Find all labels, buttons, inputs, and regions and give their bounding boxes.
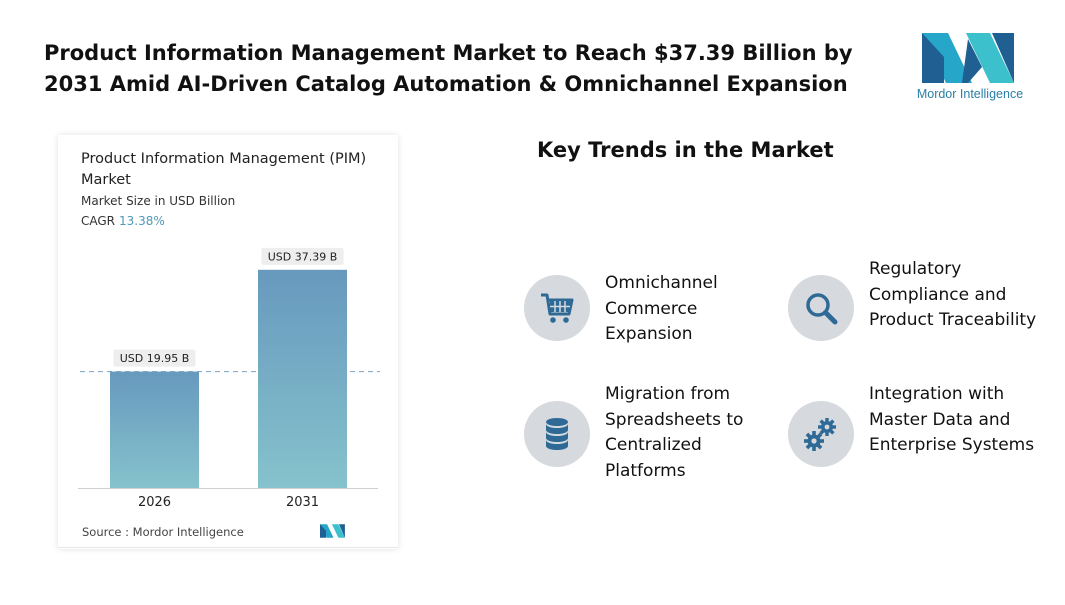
mordor-logo-icon	[922, 33, 1014, 83]
data-label-2031: USD 37.39 B	[268, 250, 338, 263]
chart-source: Source : Mordor Intelligence	[82, 525, 244, 539]
trend-icon-circle-3	[524, 401, 590, 467]
logo-word-intelligence: Intelligence	[959, 87, 1024, 101]
trend-label-4: Integration with Master Data and Enterpr…	[869, 384, 1035, 455]
x-tick-label-2031: 2031	[286, 495, 319, 510]
trend-label-3: Migration from Spreadsheets to Centraliz…	[605, 384, 744, 481]
gears-icon	[804, 418, 836, 451]
bar-chart: USD 19.95 B 2026 USD 37.39 B 2031	[78, 247, 380, 510]
data-label-bg-2026	[113, 349, 196, 367]
chart-card: Product Information Management (PIM) Mar…	[58, 135, 398, 549]
trend-icon-circle-2	[788, 275, 854, 341]
chart-title: Product Information Management (PIM) Mar…	[81, 151, 367, 188]
trend-icon-circle-4	[788, 401, 854, 467]
database-icon	[546, 418, 568, 450]
trend-icon-circle-1	[524, 275, 590, 341]
data-label-2026: USD 19.95 B	[120, 352, 190, 365]
trend-label-1: Omnichannel Commerce Expansion	[605, 273, 718, 344]
cagr-value: 13.38%	[119, 214, 165, 228]
trend-label-2: Regulatory Compliance and Product Tracea…	[869, 259, 1037, 330]
source-logo-icon	[320, 524, 345, 538]
x-tick-label-2026: 2026	[138, 495, 171, 510]
logo-word-mordor: Mordor	[916, 87, 957, 101]
card-divider	[58, 547, 398, 548]
bar-2031	[258, 269, 347, 488]
key-trends-title: Key Trends in the Market	[537, 138, 834, 162]
chart-subtitle: Market Size in USD Billion	[81, 194, 236, 208]
headline: Product Information Management Market to…	[44, 41, 853, 96]
cagr-label: CAGR	[81, 214, 116, 228]
magnifier-icon	[806, 293, 838, 325]
mordor-intelligence-logo: Mordor Intelligence	[912, 33, 1028, 103]
bar-2026	[110, 371, 199, 488]
chart-cagr: CAGR 13.38%	[81, 214, 165, 228]
shopping-cart-icon	[541, 293, 574, 323]
data-label-bg-2031	[261, 247, 344, 265]
